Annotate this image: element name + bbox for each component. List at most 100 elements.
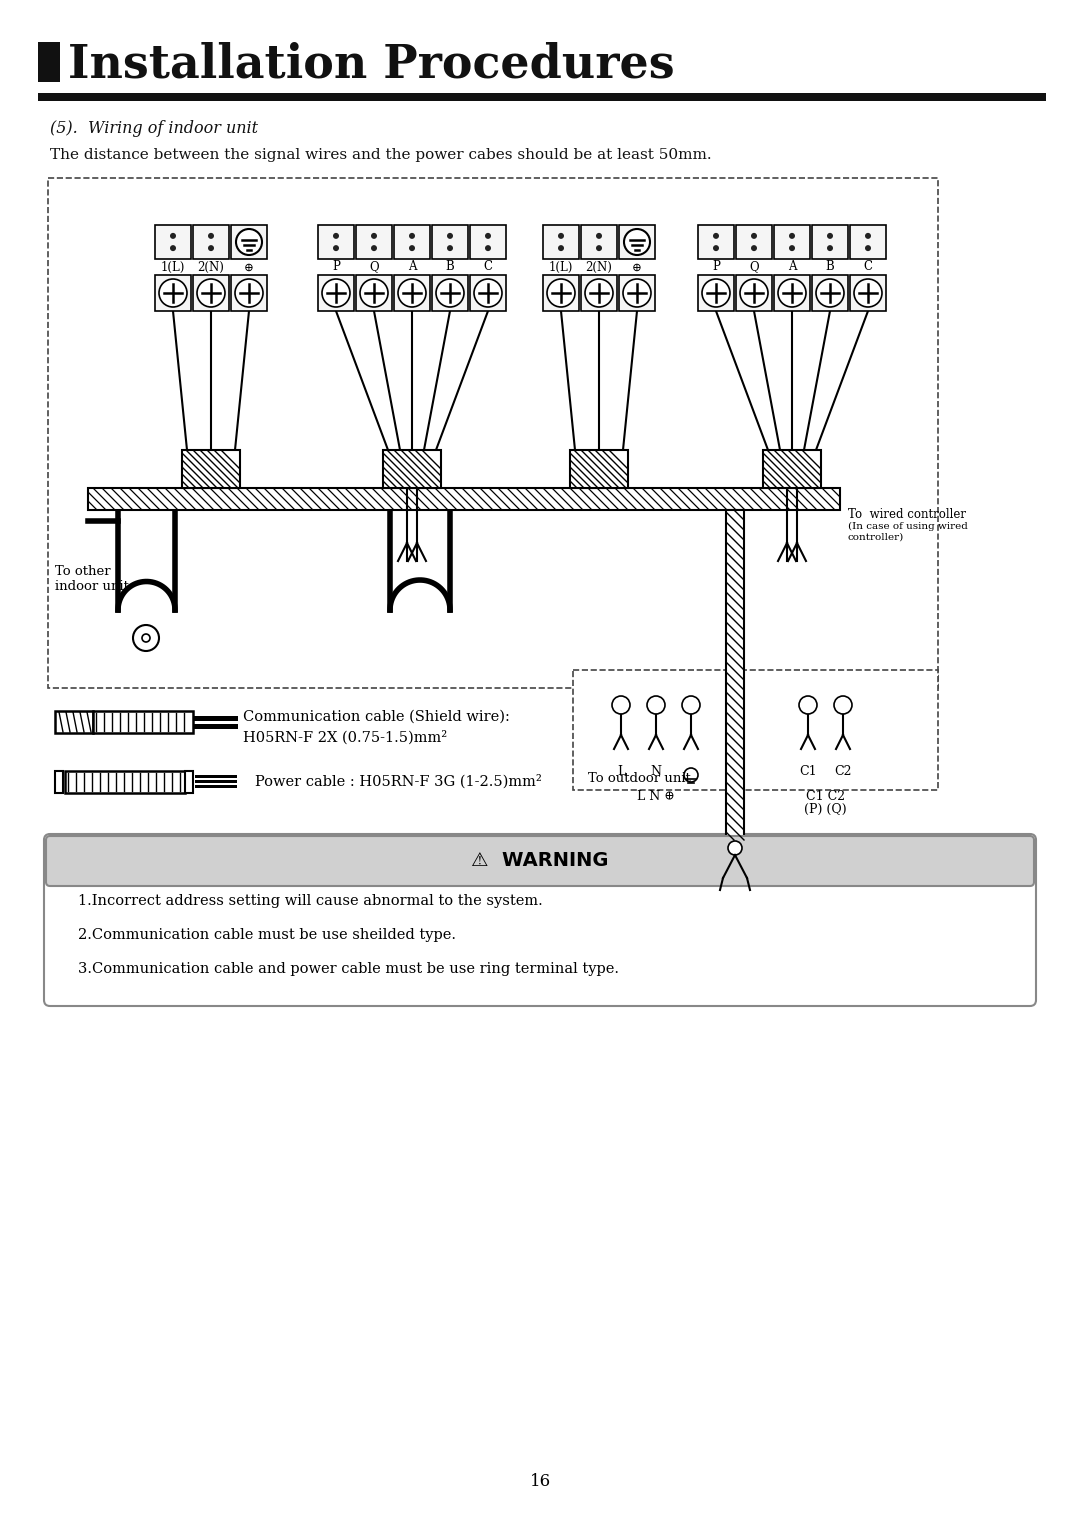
Text: 2.Communication cable must be use sheilded type.: 2.Communication cable must be use sheild… <box>78 928 456 942</box>
Bar <box>383 450 441 488</box>
Bar <box>774 275 810 311</box>
Bar <box>195 779 237 782</box>
Text: (In case of using wired
controller): (In case of using wired controller) <box>848 523 968 542</box>
Text: B: B <box>446 260 455 273</box>
Bar <box>183 450 240 488</box>
Circle shape <box>865 245 870 251</box>
Circle shape <box>865 232 870 238</box>
Text: Q: Q <box>750 260 759 273</box>
Circle shape <box>834 696 852 714</box>
Text: (P) (Q): (P) (Q) <box>805 804 847 816</box>
Bar <box>156 275 191 311</box>
Bar <box>38 43 60 82</box>
Bar <box>193 275 229 311</box>
Bar <box>774 225 810 260</box>
Bar <box>231 275 267 311</box>
Bar <box>318 275 354 311</box>
Circle shape <box>713 245 719 251</box>
Bar <box>48 178 939 688</box>
Bar <box>394 275 430 311</box>
Circle shape <box>854 279 882 307</box>
Bar <box>812 275 848 311</box>
Bar <box>735 225 772 260</box>
Circle shape <box>159 279 187 307</box>
Bar <box>356 275 392 311</box>
Circle shape <box>596 245 602 251</box>
Bar <box>432 225 468 260</box>
Bar <box>394 225 430 260</box>
Bar <box>193 225 229 260</box>
FancyBboxPatch shape <box>44 834 1036 1006</box>
Text: C2: C2 <box>834 766 852 778</box>
Circle shape <box>684 769 698 782</box>
Circle shape <box>585 279 613 307</box>
Text: 2(N): 2(N) <box>198 260 225 273</box>
Bar <box>193 725 238 729</box>
Bar <box>195 775 237 778</box>
Circle shape <box>558 245 564 251</box>
Text: L: L <box>617 766 625 778</box>
Bar <box>543 275 579 311</box>
Bar <box>581 275 617 311</box>
Circle shape <box>372 232 377 238</box>
Circle shape <box>208 245 214 251</box>
Text: (5).  Wiring of indoor unit: (5). Wiring of indoor unit <box>50 120 258 137</box>
Text: The distance between the signal wires and the power cabes should be at least 50m: The distance between the signal wires an… <box>50 147 712 163</box>
Text: A: A <box>408 260 416 273</box>
Bar <box>470 225 507 260</box>
Bar <box>570 450 627 488</box>
Bar <box>581 225 617 260</box>
Bar <box>470 275 507 311</box>
Circle shape <box>546 279 575 307</box>
Circle shape <box>485 232 491 238</box>
Text: 3.Communication cable and power cable must be use ring terminal type.: 3.Communication cable and power cable mu… <box>78 962 619 977</box>
Circle shape <box>816 279 843 307</box>
Text: Q: Q <box>369 260 379 273</box>
Text: B: B <box>825 260 835 273</box>
Text: ⊕: ⊕ <box>244 260 254 273</box>
Circle shape <box>740 279 768 307</box>
Text: To other
indoor unit: To other indoor unit <box>55 565 129 592</box>
Circle shape <box>713 232 719 238</box>
Circle shape <box>409 232 415 238</box>
Circle shape <box>170 245 176 251</box>
Circle shape <box>789 245 795 251</box>
Bar <box>619 225 654 260</box>
Text: N: N <box>650 766 661 778</box>
Text: 1(L): 1(L) <box>161 260 185 273</box>
Circle shape <box>612 696 630 714</box>
Circle shape <box>322 279 350 307</box>
Circle shape <box>133 624 159 652</box>
Bar <box>193 715 238 722</box>
Bar <box>850 225 886 260</box>
Text: 1.Incorrect address setting will cause abnormal to the system.: 1.Incorrect address setting will cause a… <box>78 895 543 908</box>
Circle shape <box>728 842 742 855</box>
Text: P: P <box>712 260 720 273</box>
Text: 16: 16 <box>529 1473 551 1490</box>
Circle shape <box>751 245 757 251</box>
Circle shape <box>624 229 650 255</box>
Text: L N ⊕: L N ⊕ <box>637 790 675 804</box>
Bar <box>698 275 734 311</box>
FancyBboxPatch shape <box>46 835 1034 886</box>
Text: C1 C2: C1 C2 <box>806 790 845 804</box>
Bar <box>231 225 267 260</box>
Circle shape <box>751 232 757 238</box>
Bar <box>432 275 468 311</box>
Circle shape <box>447 232 453 238</box>
Bar <box>619 275 654 311</box>
Circle shape <box>558 232 564 238</box>
Bar <box>55 711 93 734</box>
Text: 1(L): 1(L) <box>549 260 573 273</box>
Text: P: P <box>332 260 340 273</box>
Circle shape <box>623 279 651 307</box>
Circle shape <box>409 245 415 251</box>
Bar <box>735 275 772 311</box>
Bar <box>87 488 840 510</box>
Bar <box>762 450 821 488</box>
Bar <box>156 225 191 260</box>
Circle shape <box>681 696 700 714</box>
Bar <box>850 275 886 311</box>
Bar <box>65 772 185 793</box>
Circle shape <box>333 232 339 238</box>
